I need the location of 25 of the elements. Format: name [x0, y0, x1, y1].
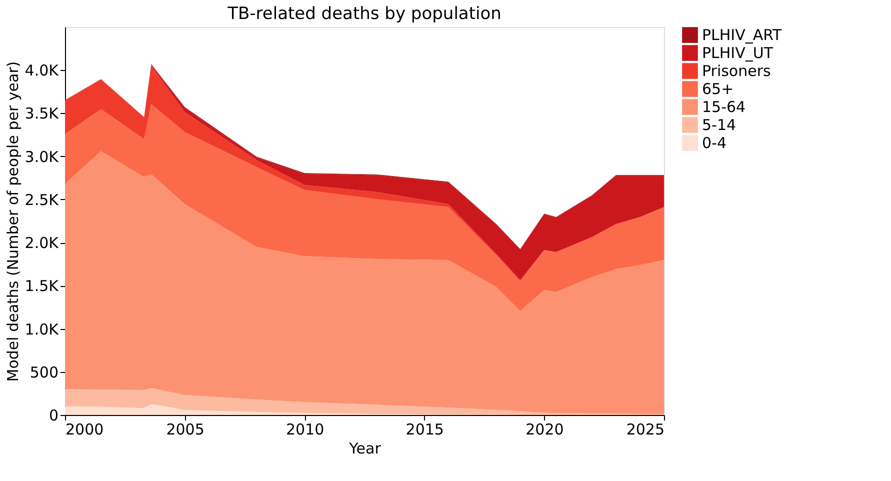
- legend-label: 5-14: [702, 116, 736, 134]
- x-tick-label: 2010: [286, 420, 324, 438]
- legend-label: 15-64: [702, 98, 746, 116]
- legend-label: Prisoners: [702, 62, 772, 80]
- y-tick-label: 1.0K: [24, 320, 60, 338]
- y-tick-label: 3.5K: [24, 104, 60, 123]
- y-tick-label: 500: [30, 363, 58, 382]
- y-tick-label: 2.0K: [24, 234, 60, 252]
- y-tick-label: 1.5K: [24, 277, 60, 296]
- legend-label: PLHIV_ART: [702, 26, 782, 44]
- y-tick-label: 0: [48, 406, 58, 424]
- x-tick-label: 2020: [526, 420, 564, 438]
- y-tick-label: 4.0K: [24, 62, 60, 80]
- chart-title: TB-related deaths by population: [226, 4, 502, 24]
- legend-label: 65+: [702, 80, 734, 98]
- x-tick-label: 2025: [626, 420, 664, 438]
- legend-label: 0-4: [702, 134, 726, 152]
- y-axis-title: Model deaths (Number of people per year): [4, 61, 22, 382]
- x-tick-label: 2005: [166, 420, 204, 438]
- x-tick-label: 2015: [406, 420, 444, 438]
- y-tick-label: 3.0K: [24, 148, 60, 166]
- x-tick-label: 2000: [66, 420, 104, 438]
- legend-label: PLHIV_UT: [702, 44, 774, 62]
- x-axis-title: Year: [348, 440, 382, 458]
- y-tick-label: 2.5K: [24, 190, 60, 209]
